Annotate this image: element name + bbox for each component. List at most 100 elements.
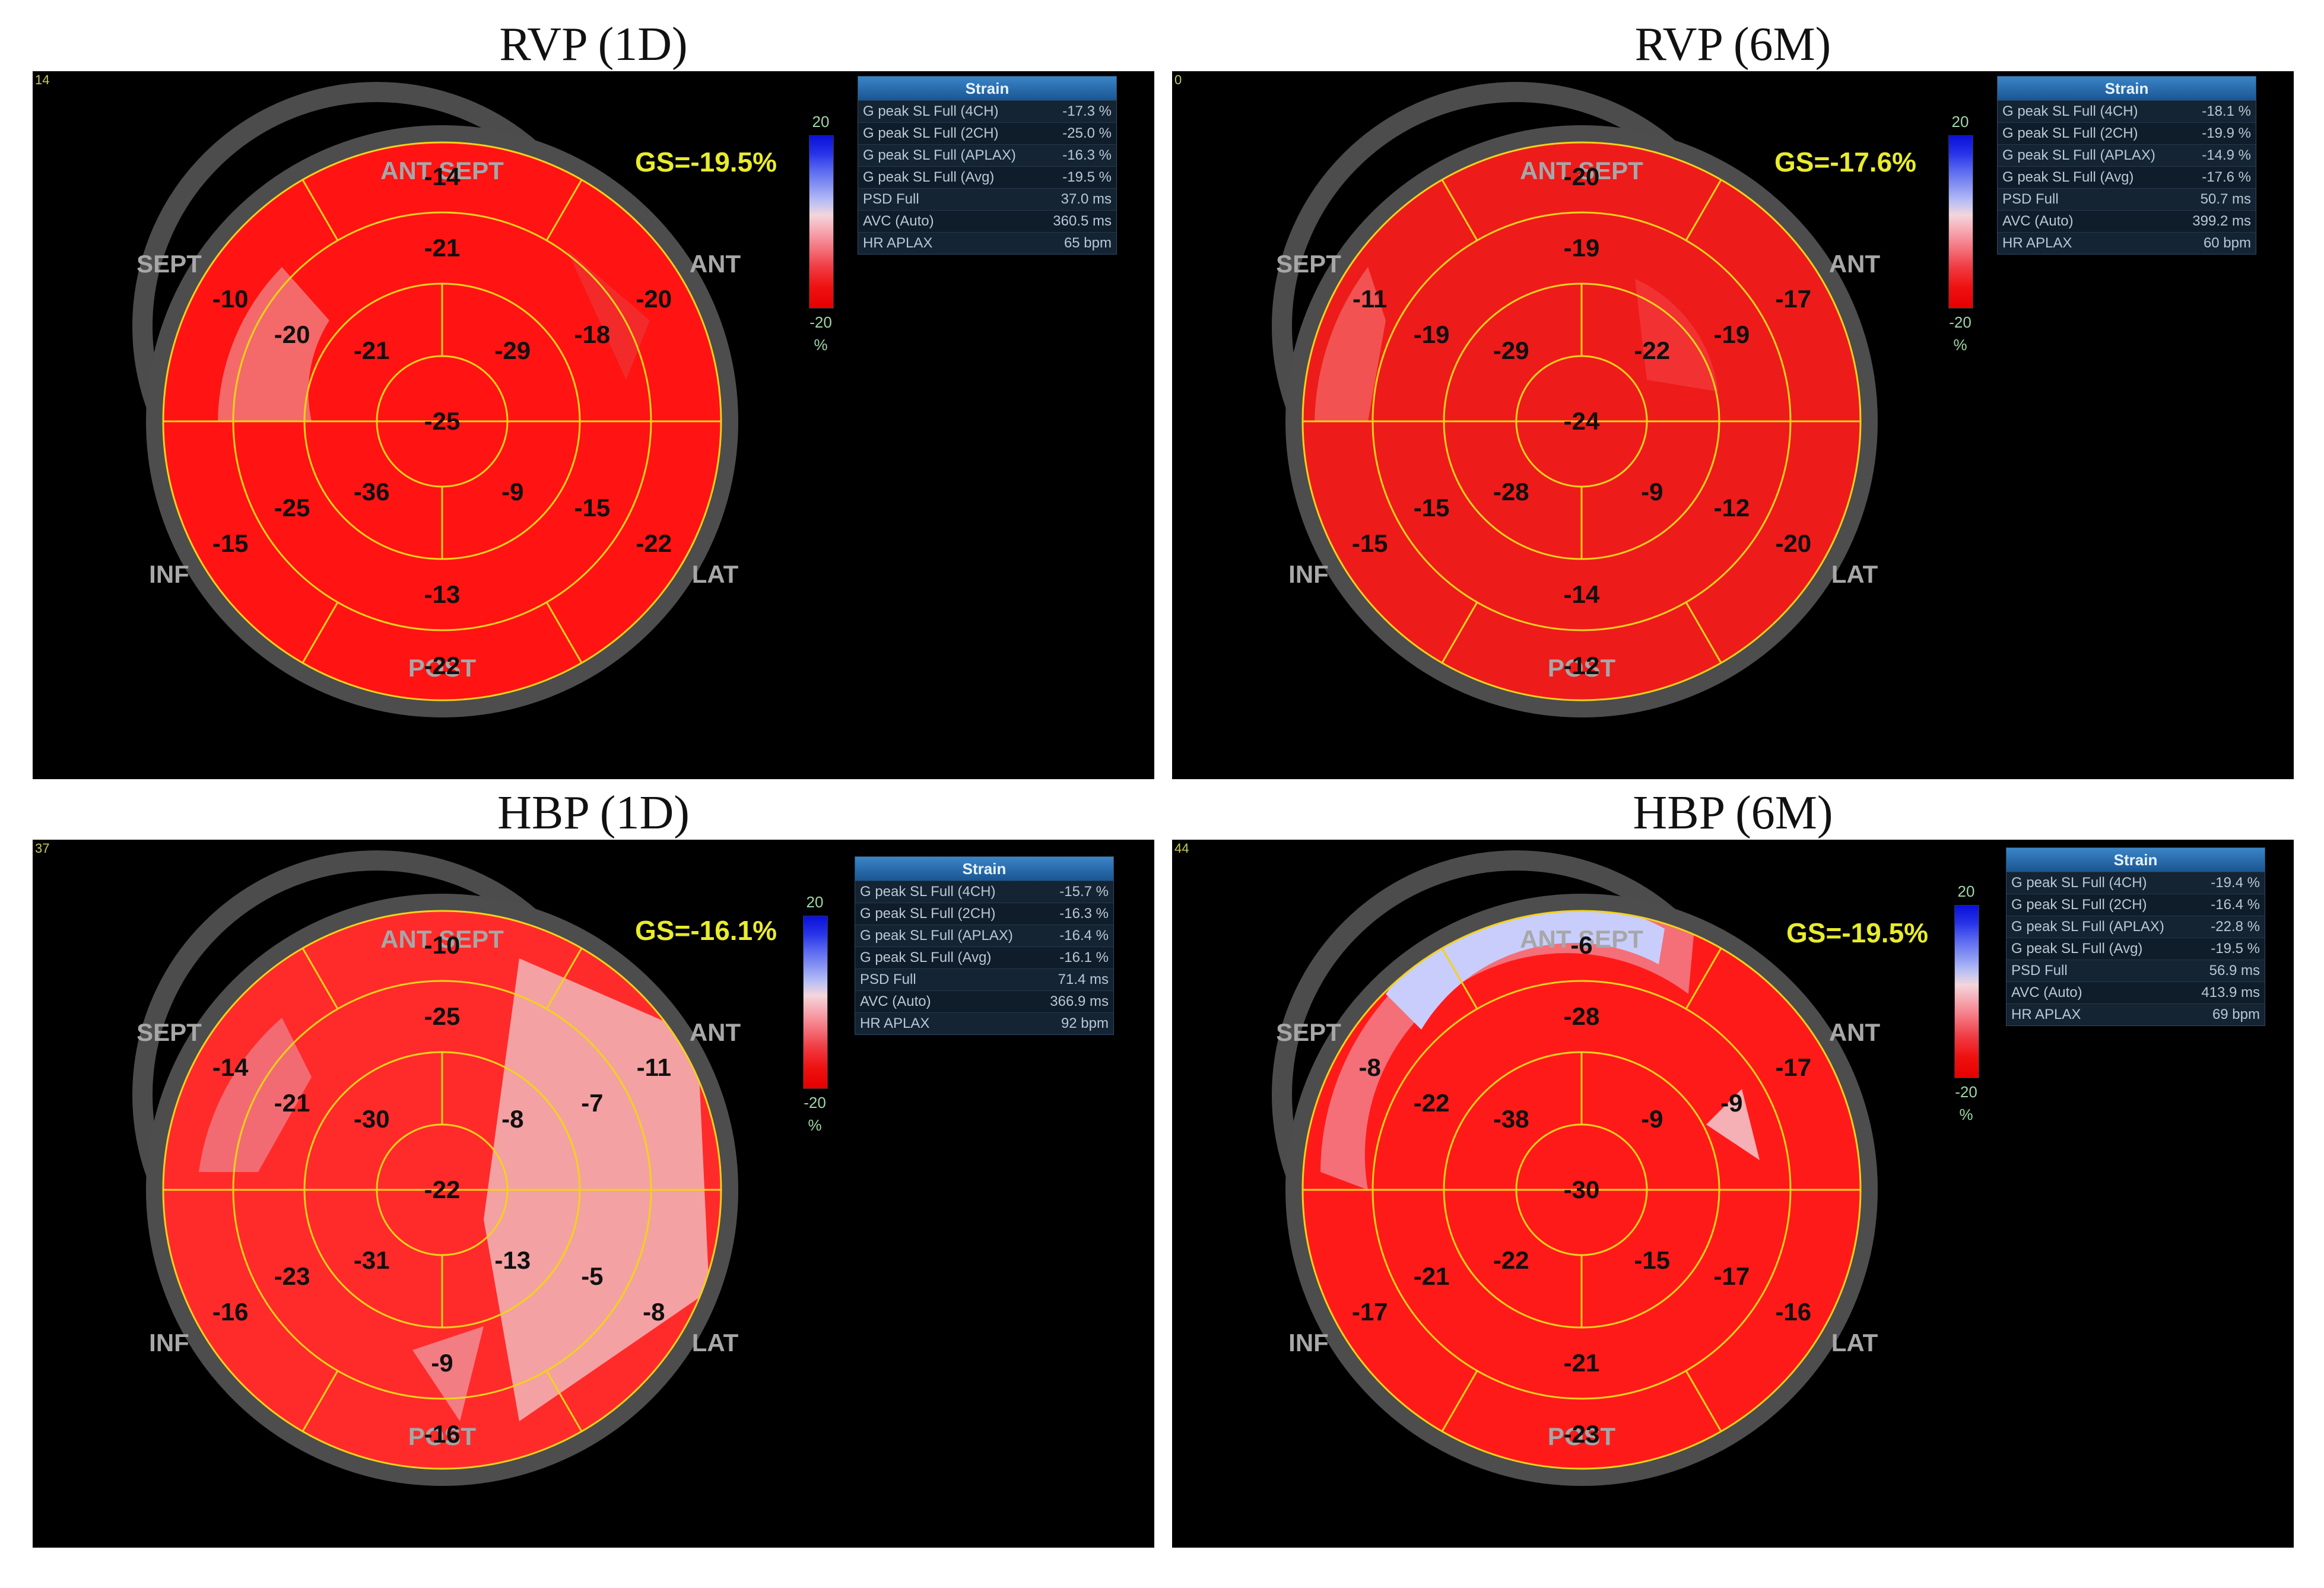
region-label-post: POST	[408, 654, 477, 682]
strain-table-row: PSD Full 50.7 ms	[1998, 188, 2256, 210]
panel-title: HBP (6M)	[1633, 787, 1833, 839]
segment-value-basal: -15	[1351, 529, 1388, 557]
segment-value-apical: -28	[1493, 477, 1529, 506]
strain-row-label: HR APLAX	[2002, 235, 2072, 251]
colorbar-unit-label: %	[1959, 1106, 1973, 1123]
segment-divider	[1441, 1370, 1478, 1432]
colorbar-max-label: 20	[806, 893, 824, 911]
segment-value-mid: -14	[1563, 580, 1600, 608]
strain-row-label: AVC (Auto)	[860, 993, 931, 1009]
segment-value-apical: -29	[494, 336, 531, 365]
segment-value-basal: -22	[424, 652, 461, 679]
strain-table-row: G peak SL Full (4CH) -15.7 %	[855, 881, 1113, 903]
strain-row-value: -16.4 %	[1059, 928, 1109, 944]
strain-row-value: 360.5 ms	[1053, 213, 1112, 229]
segment-value-mid: -25	[424, 1002, 461, 1030]
strain-table-row: PSD Full 37.0 ms	[858, 188, 1116, 210]
segment-divider	[545, 179, 583, 241]
strain-row-value: 366.9 ms	[1050, 993, 1109, 1009]
segment-value-apical: -22	[1634, 336, 1671, 365]
segment-value-mid: -9	[431, 1349, 453, 1377]
segment-value-mid: -5	[581, 1262, 604, 1290]
segment-value-apical: -31	[353, 1246, 390, 1274]
region-label-sept: SEPT	[136, 250, 202, 278]
segment-divider	[301, 948, 339, 1009]
strain-row-label: HR APLAX	[860, 1015, 930, 1031]
strain-row-label: G peak SL Full (APLAX)	[860, 928, 1013, 944]
strain-row-label: G peak SL Full (Avg)	[2011, 941, 2143, 957]
strain-row-label: G peak SL Full (4CH)	[2011, 875, 2147, 891]
segment-value-apical: -13	[494, 1246, 531, 1274]
strain-table-row: AVC (Auto) 360.5 ms	[858, 210, 1116, 232]
strain-row-label: G peak SL Full (4CH)	[860, 884, 996, 900]
segment-value-basal: -17	[1775, 285, 1812, 313]
strain-table-row: AVC (Auto) 413.9 ms	[2006, 982, 2265, 1003]
strain-patch	[1315, 267, 1386, 421]
colorbar-unit-label: %	[1953, 336, 1967, 354]
strain-row-label: AVC (Auto)	[863, 213, 934, 229]
strain-row-value: -15.7 %	[1059, 884, 1109, 900]
segment-value-mid: -19	[1413, 320, 1450, 348]
region-label-inf: INF	[149, 560, 189, 588]
segment-value-apical: -30	[353, 1105, 390, 1133]
strain-row-value: 56.9 ms	[2209, 963, 2260, 979]
strain-table-row: HR APLAX 69 bpm	[2006, 1003, 2265, 1025]
strain-row-value: -19.9 %	[2202, 125, 2251, 141]
strain-row-label: G peak SL Full (2CH)	[860, 906, 996, 922]
strain-table-header: Strain	[2006, 848, 2265, 872]
region-label-post: POST	[1547, 654, 1616, 682]
segment-value-mid: -18	[574, 320, 611, 348]
segment-value-basal: -20	[636, 285, 672, 313]
region-label-lat: LAT	[1831, 560, 1878, 588]
strain-table-row: G peak SL Full (APLAX) -16.3 %	[858, 144, 1116, 166]
strain-table-row: G peak SL Full (Avg) -16.1 %	[855, 947, 1113, 968]
strain-row-value: 71.4 ms	[1058, 971, 1109, 987]
strain-row-label: PSD Full	[2011, 963, 2068, 979]
strain-table-header: Strain	[855, 857, 1113, 881]
colorbar-unit-label: %	[808, 1116, 822, 1134]
lv-outer-ring	[1285, 894, 1878, 1486]
strain-patch	[1706, 1089, 1760, 1160]
strain-row-value: -17.3 %	[1062, 103, 1112, 119]
bullseye-panel-rvp-6m: 0 ANT SEPT SEPT ANT INF LAT POST -20 -17 -20 -12 -1…	[1172, 71, 2294, 779]
region-label-inf: INF	[1288, 1329, 1329, 1357]
strain-row-label: G peak SL Full (2CH)	[863, 125, 999, 141]
segment-divider	[545, 1370, 583, 1432]
segment-value-basal: -17	[1351, 1298, 1388, 1326]
segment-value-apical: -9	[501, 477, 524, 506]
strain-table-row: G peak SL Full (4CH) -19.4 %	[2006, 872, 2265, 894]
segment-value-mid: -15	[574, 494, 611, 522]
segment-value-basal: -14	[424, 163, 461, 190]
strain-table-row: G peak SL Full (Avg) -17.6 %	[1998, 166, 2256, 188]
strain-row-value: 399.2 ms	[2192, 213, 2251, 229]
frame-counter: 37	[35, 841, 50, 856]
region-label-ant-sept: ANT SEPT	[380, 925, 504, 953]
segment-value-basal: -6	[1570, 931, 1593, 959]
region-label-ant-sept: ANT SEPT	[380, 157, 504, 185]
strain-table-row: G peak SL Full (2CH) -19.9 %	[1998, 122, 2256, 144]
segment-divider	[1441, 602, 1478, 663]
segment-value-basal: -15	[212, 529, 249, 557]
segment-value-basal: -16	[424, 1420, 461, 1448]
lv-outer-ring	[1285, 125, 1878, 717]
segment-value-apical: -8	[501, 1105, 524, 1133]
strain-table: Strain G peak SL Full (4CH) -19.4 % G peak …	[2006, 847, 2265, 1026]
strain-row-value: -14.9 %	[2202, 147, 2251, 163]
region-label-ant: ANT	[689, 250, 741, 278]
segment-value-apex: -22	[424, 1176, 461, 1203]
colorbar-max-label: 20	[1951, 113, 1969, 131]
strain-row-value: -16.3 %	[1062, 147, 1112, 163]
strain-table-row: G peak SL Full (2CH) -16.3 %	[855, 903, 1113, 925]
strain-row-label: HR APLAX	[863, 235, 933, 251]
region-label-post: POST	[1547, 1422, 1616, 1450]
region-label-ant: ANT	[1828, 1018, 1881, 1046]
panel-title: RVP (6M)	[1634, 18, 1831, 71]
lv-outer-ring	[146, 894, 738, 1486]
region-label-ant-sept: ANT SEPT	[1520, 925, 1643, 953]
frame-counter: 0	[1174, 72, 1182, 87]
segment-value-mid: -20	[274, 320, 310, 348]
region-label-post: POST	[408, 1422, 477, 1450]
colorbar-min-label: -20	[1955, 1083, 1977, 1101]
region-label-ant: ANT	[1828, 250, 1881, 278]
strain-row-label: AVC (Auto)	[2002, 213, 2074, 229]
